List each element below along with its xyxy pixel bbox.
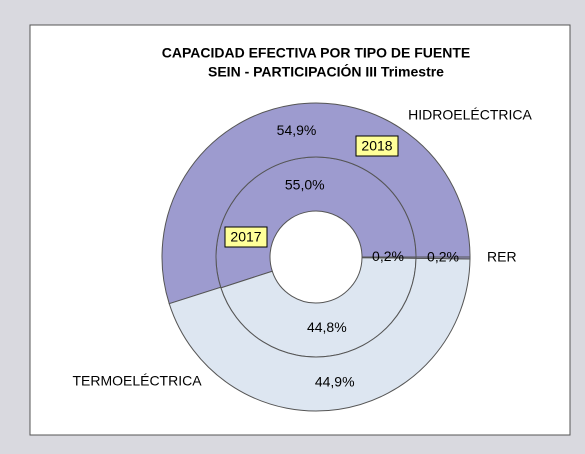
value-label: 54,9% bbox=[277, 122, 317, 138]
category-label: RER bbox=[487, 249, 517, 265]
value-label: 44,9% bbox=[315, 373, 355, 389]
series-name: 2018 bbox=[361, 138, 392, 154]
value-label: 44,8% bbox=[307, 319, 347, 335]
chart-subtitle: SEIN - PARTICIPACIÓN III Trimestre bbox=[208, 63, 444, 80]
donut-segment bbox=[415, 256, 471, 260]
value-label: 0,2% bbox=[427, 249, 459, 265]
donut-segment bbox=[168, 257, 471, 412]
chart-title: CAPACIDAD EFECTIVA POR TIPO DE FUENTE bbox=[162, 45, 471, 61]
category-label: TERMOELÉCTRICA bbox=[72, 373, 202, 389]
value-label: 55,0% bbox=[285, 177, 325, 193]
series-name: 2017 bbox=[230, 229, 261, 245]
series-tag bbox=[224, 226, 268, 248]
category-label: HIDROELÉCTRICA bbox=[408, 107, 532, 123]
series-tag bbox=[355, 135, 399, 157]
value-label: 0,2% bbox=[372, 248, 404, 264]
